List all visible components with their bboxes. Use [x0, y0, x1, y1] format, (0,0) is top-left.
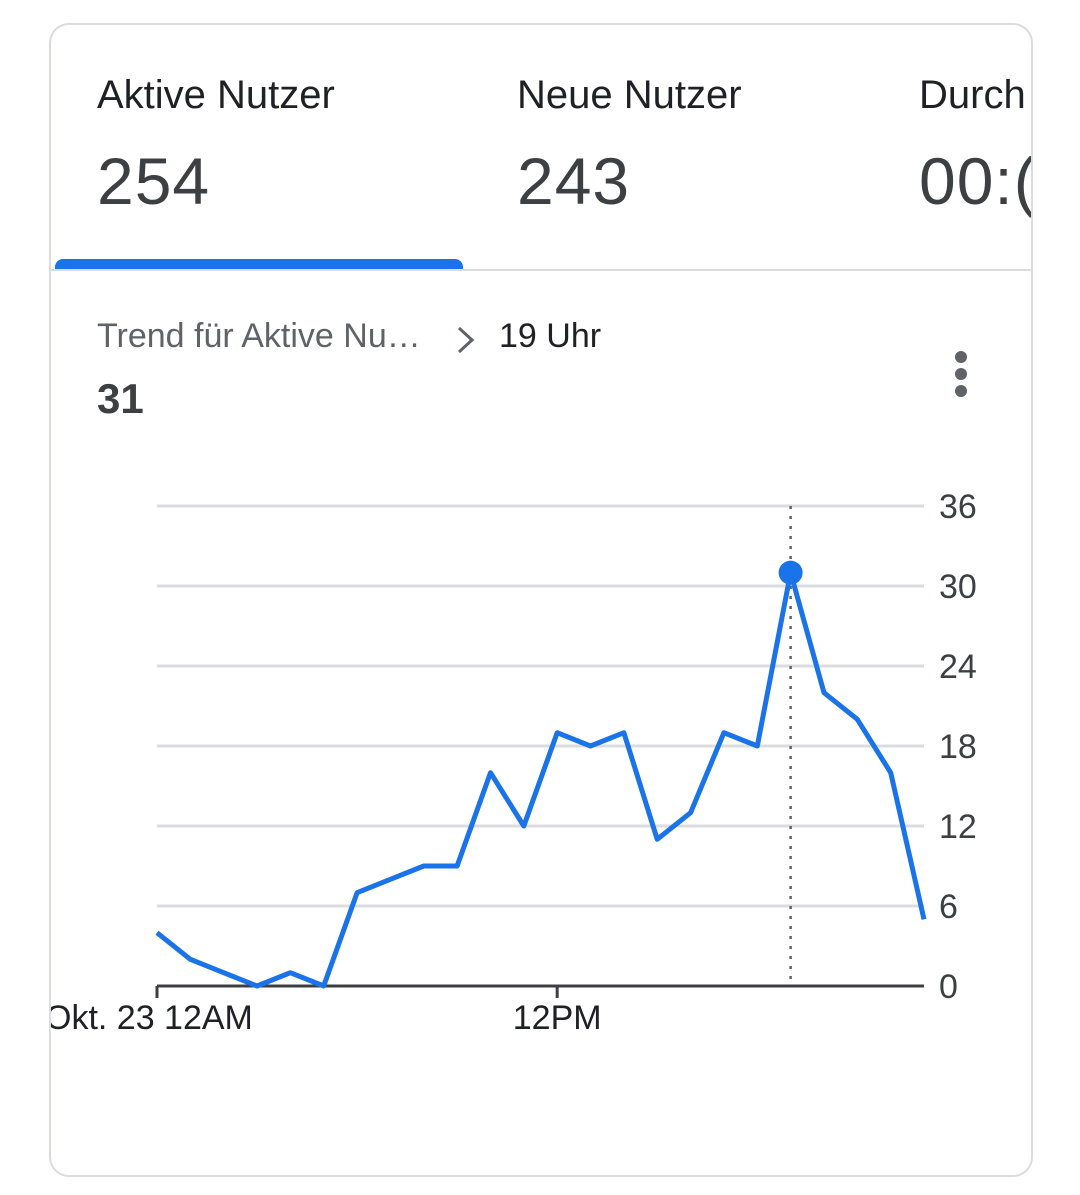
more-vert-icon[interactable]: [939, 345, 983, 403]
metric-tabs: Aktive Nutzer 254 Neue Nutzer 243 Durch …: [51, 25, 1031, 271]
tab-active-users[interactable]: Aktive Nutzer 254: [51, 25, 463, 271]
y-tick-label: 6: [939, 888, 958, 926]
trend-time: 19 Uhr: [499, 317, 602, 355]
trend-value: 31: [97, 375, 144, 422]
y-tick-label: 12: [939, 808, 977, 846]
highlighted-data-point: [778, 560, 803, 585]
y-tick-label: 36: [939, 488, 977, 526]
tab-average-duration[interactable]: Durch 00:(: [883, 25, 1031, 271]
y-tick-label: 24: [939, 648, 977, 686]
series-line: [155, 570, 927, 989]
x-tick-label: 12PM: [513, 999, 602, 1037]
y-tick-label: 18: [939, 728, 977, 766]
tab-value: 00:(: [919, 144, 1031, 218]
y-tick-label: 30: [939, 568, 977, 606]
trend-chart: 0 6 12 18 24 30 36 Okt. 23 12AM 12PM: [51, 488, 977, 1037]
tab-label: Durch: [919, 73, 1026, 117]
tabs-divider: [51, 269, 1031, 271]
tab-label: Neue Nutzer: [517, 73, 742, 117]
trend-breadcrumb[interactable]: Trend für Aktive Nu…: [97, 317, 421, 355]
selected-tab-indicator: [55, 259, 463, 269]
x-tick-label: Okt. 23 12AM: [51, 999, 253, 1037]
y-tick-label: 0: [939, 968, 958, 1006]
analytics-card: Aktive Nutzer 254 Neue Nutzer 243 Durch …: [49, 23, 1033, 1177]
tab-label: Aktive Nutzer: [97, 73, 335, 117]
tab-value: 254: [97, 144, 211, 218]
tab-new-users[interactable]: Neue Nutzer 243: [463, 25, 883, 271]
chevron-right-icon: [457, 326, 475, 354]
tab-value: 243: [517, 144, 631, 218]
